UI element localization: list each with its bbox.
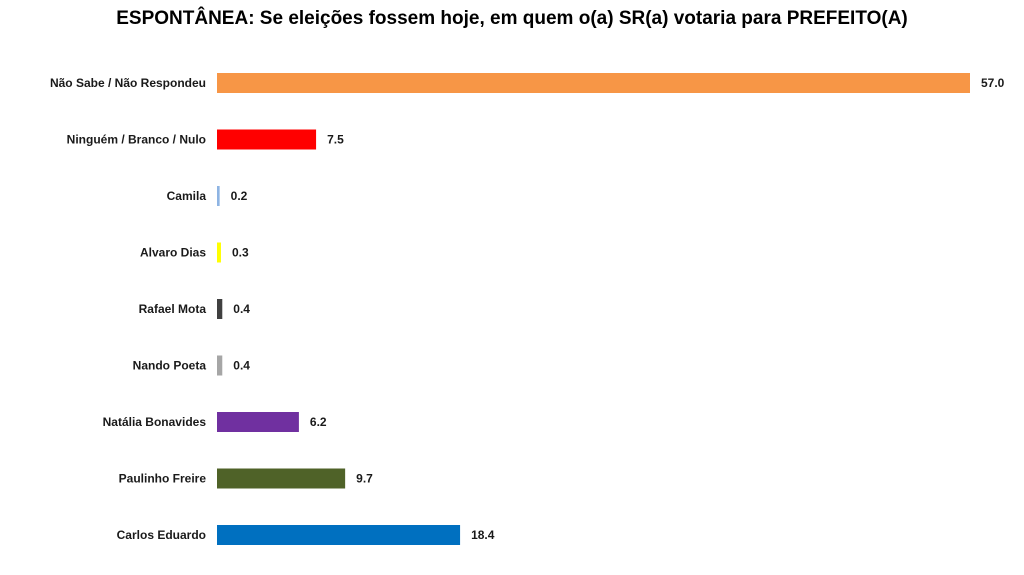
value-label: 0.4	[233, 359, 250, 373]
value-label: 57.0	[981, 76, 1005, 90]
bar	[217, 242, 221, 263]
category-label: Carlos Eduardo	[117, 528, 206, 542]
value-label: 9.7	[356, 472, 373, 486]
bar	[217, 73, 970, 93]
value-label: 0.4	[233, 302, 250, 316]
bar	[217, 355, 223, 376]
category-label: Alvaro Dias	[140, 246, 206, 260]
category-label: Natália Bonavides	[103, 415, 207, 429]
chart-title: ESPONTÂNEA: Se eleições fossem hoje, em …	[116, 8, 908, 29]
bar	[217, 412, 299, 432]
category-label: Não Sabe / Não Respondeu	[50, 76, 206, 90]
category-label: Nando Poeta	[133, 359, 207, 373]
value-label: 7.5	[327, 133, 344, 147]
category-label: Paulinho Freire	[119, 472, 207, 486]
bar	[217, 525, 461, 545]
category-label: Ninguém / Branco / Nulo	[67, 133, 206, 147]
bar	[217, 299, 223, 319]
bar	[217, 129, 317, 150]
category-label: Camila	[167, 189, 207, 203]
bar	[217, 186, 220, 206]
value-label: 6.2	[310, 415, 327, 429]
bar	[217, 468, 346, 489]
value-label: 0.2	[231, 189, 248, 203]
value-label: 0.3	[232, 246, 249, 260]
category-label: Rafael Mota	[139, 302, 207, 316]
value-label: 18.4	[471, 528, 495, 542]
